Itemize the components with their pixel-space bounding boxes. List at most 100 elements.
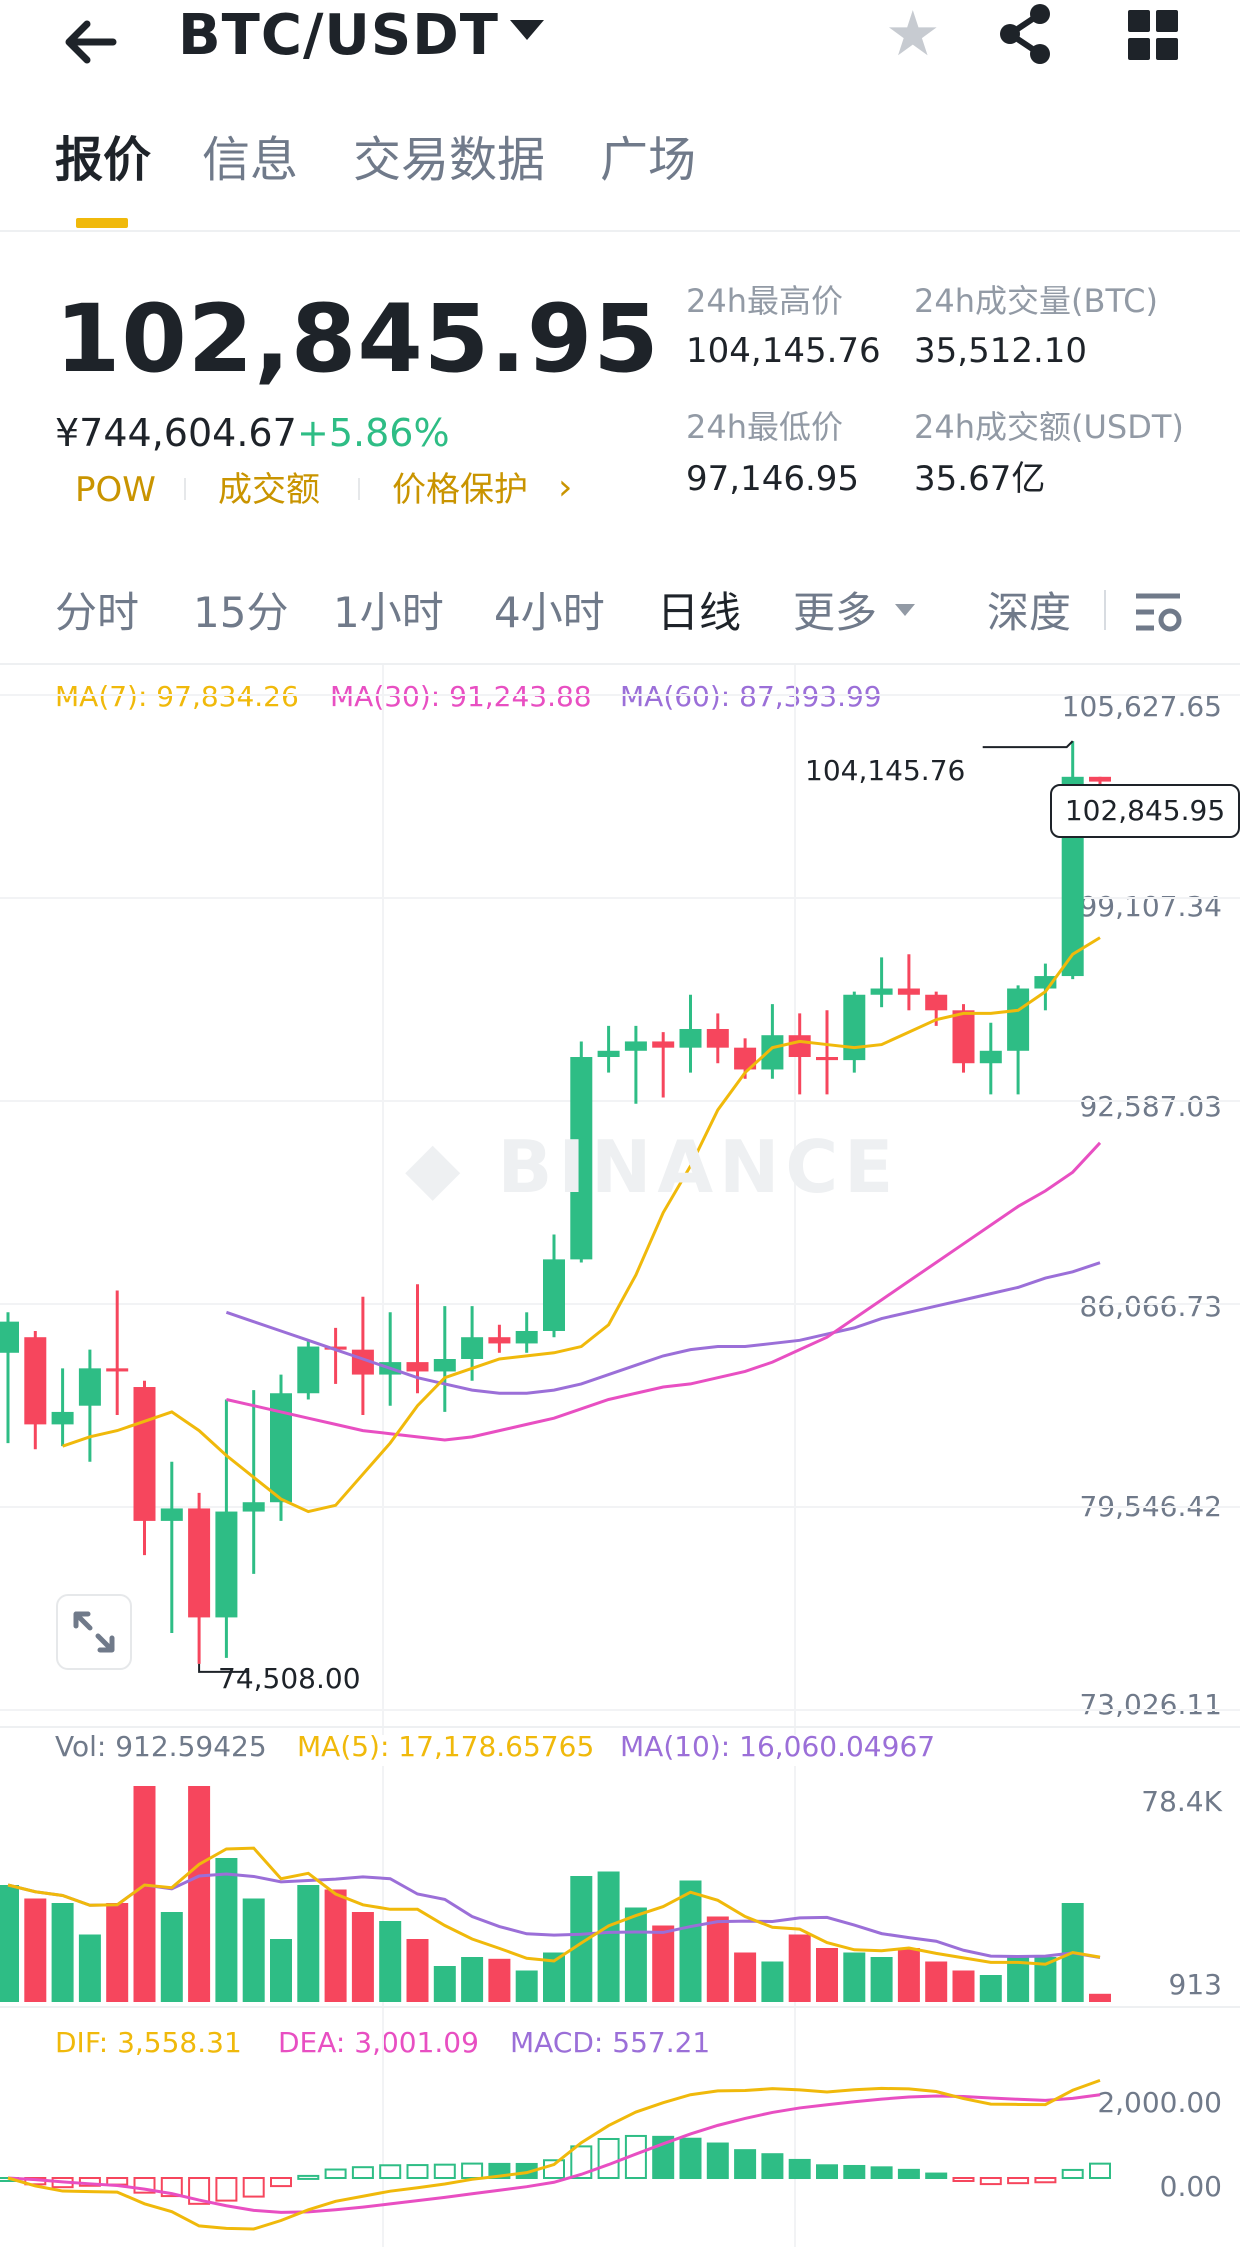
top-bar: BTC/USDT ★ bbox=[0, 0, 1240, 90]
volume-bar bbox=[570, 1876, 593, 2002]
interval-depth[interactable]: 深度 bbox=[987, 588, 1072, 637]
volume-axis-label: 913 bbox=[1168, 1968, 1222, 2001]
chart-settings-icon[interactable] bbox=[1134, 588, 1184, 638]
interval-4h[interactable]: 4小时 bbox=[494, 588, 605, 637]
macd-histogram-bar bbox=[324, 2168, 347, 2180]
interval-divider bbox=[1104, 590, 1106, 630]
macd-histogram-bar bbox=[597, 2137, 620, 2179]
volume-bar bbox=[897, 1948, 920, 2002]
volume-ma10-legend: MA(10): 16,060.04967 bbox=[620, 1730, 936, 1763]
volume-bar bbox=[433, 1966, 456, 2002]
tab-info[interactable]: 信息 bbox=[202, 132, 299, 188]
tab-quote[interactable]: 报价 bbox=[55, 132, 152, 188]
chevron-right-icon[interactable]: › bbox=[558, 467, 573, 508]
volume-bar bbox=[788, 1934, 811, 2002]
volume-bar bbox=[679, 1880, 702, 2002]
volume-bar bbox=[734, 1952, 757, 2002]
volume-bar bbox=[1034, 1957, 1057, 2002]
macd-chart bbox=[0, 2008, 1111, 2247]
volume-bar bbox=[270, 1939, 292, 2002]
dif-line bbox=[7, 2078, 1101, 2231]
volume-bar bbox=[351, 1912, 374, 2002]
tag-pow[interactable]: POW bbox=[75, 470, 156, 510]
candle-body bbox=[242, 1502, 265, 1512]
tag-price-protection[interactable]: 价格保护 bbox=[392, 470, 528, 510]
candle-body bbox=[515, 1330, 538, 1344]
section-tabs: 报价 信息 交易数据 广场 bbox=[0, 120, 1240, 232]
candle-body bbox=[925, 994, 948, 1011]
candle-body bbox=[897, 988, 920, 995]
candle-body bbox=[160, 1508, 183, 1521]
candle-body bbox=[543, 1259, 565, 1331]
volume-bar bbox=[215, 1858, 238, 2002]
volume-ma10-line bbox=[7, 1872, 1101, 1960]
share-icon[interactable] bbox=[990, 0, 1060, 70]
price-change-percent: +5.86% bbox=[297, 411, 450, 455]
interval-more[interactable]: 更多 bbox=[793, 588, 878, 637]
candle-body bbox=[788, 1035, 811, 1058]
candle-body bbox=[761, 1035, 784, 1070]
candle-body bbox=[1089, 776, 1111, 782]
price-axis-label: 86,066.73 bbox=[1079, 1290, 1222, 1323]
volume-bar bbox=[952, 1970, 975, 2002]
interval-timeshare[interactable]: 分时 bbox=[55, 588, 140, 637]
tag-turnover[interactable]: 成交额 bbox=[218, 470, 320, 510]
ma60-legend: MA(60): 87,393.99 bbox=[620, 680, 882, 713]
volume-bar bbox=[78, 1934, 101, 2002]
volume-bar bbox=[297, 1885, 320, 2002]
candle-body bbox=[597, 1050, 620, 1058]
trading-pair-title[interactable]: BTC/USDT bbox=[178, 3, 499, 68]
active-tab-indicator bbox=[76, 218, 128, 228]
interval-1h[interactable]: 1小时 bbox=[333, 588, 444, 637]
interval-15m[interactable]: 15分 bbox=[193, 588, 289, 637]
candle-body bbox=[297, 1346, 320, 1394]
volume-ma5-legend: MA(5): 17,178.65765 bbox=[297, 1730, 595, 1763]
expand-chart-button[interactable] bbox=[56, 1594, 132, 1670]
volume-bar bbox=[652, 1925, 675, 2002]
low-leader-line bbox=[198, 1663, 250, 1673]
volume-bar bbox=[160, 1912, 183, 2002]
candle-body bbox=[188, 1508, 211, 1618]
volume-bar bbox=[1089, 1993, 1111, 2002]
macd-histogram-bar bbox=[406, 2164, 429, 2179]
macd-histogram-bar bbox=[297, 2174, 320, 2180]
macd-histogram-bar bbox=[870, 2166, 893, 2180]
tab-square[interactable]: 广场 bbox=[600, 132, 697, 188]
interval-daily[interactable]: 日线 bbox=[657, 588, 742, 637]
low-label: 24h最低价 bbox=[686, 408, 844, 446]
dif-legend: DIF: 3,558.31 bbox=[55, 2026, 242, 2059]
volume-bar bbox=[706, 1916, 729, 2002]
volume-usdt-label: 24h成交额(USDT) bbox=[914, 408, 1184, 446]
volume-bar bbox=[597, 1871, 620, 2002]
volume-bar bbox=[488, 1958, 511, 2002]
high-annotation: 104,145.76 bbox=[805, 754, 966, 787]
macd-histogram-bar bbox=[1034, 2177, 1057, 2184]
volume-bar bbox=[0, 1885, 19, 2002]
macd-histogram-bar bbox=[1089, 2162, 1111, 2179]
macd-histogram-bar bbox=[1007, 2177, 1030, 2185]
candle-body bbox=[133, 1387, 156, 1521]
star-icon[interactable]: ★ bbox=[885, 0, 941, 70]
caret-down-icon[interactable] bbox=[510, 20, 544, 40]
volume-axis-label: 78.4K bbox=[1141, 1785, 1222, 1818]
tab-trading-data[interactable]: 交易数据 bbox=[353, 132, 546, 188]
candle-body bbox=[816, 1057, 838, 1061]
candle-body bbox=[870, 988, 893, 995]
volume-chart bbox=[0, 1766, 1111, 2006]
macd-histogram-bar bbox=[788, 2158, 811, 2179]
more-caret-icon[interactable] bbox=[895, 604, 915, 616]
ma7-legend: MA(7): 97,834.26 bbox=[55, 680, 299, 713]
expand-icon bbox=[73, 1611, 115, 1653]
candle-body bbox=[952, 1010, 975, 1064]
macd-histogram-bar bbox=[351, 2166, 374, 2180]
back-arrow-icon[interactable] bbox=[55, 8, 125, 78]
volume-bar bbox=[870, 1957, 893, 2002]
macd-histogram-bar bbox=[761, 2153, 784, 2179]
candle-body bbox=[406, 1362, 429, 1372]
volume-bar bbox=[843, 1952, 866, 2002]
candle-body bbox=[433, 1359, 456, 1372]
grid-menu-icon[interactable] bbox=[1128, 10, 1178, 60]
candle-body bbox=[461, 1337, 484, 1360]
macd-histogram-bar bbox=[1061, 2168, 1084, 2179]
low-annotation: 74,508.00 bbox=[218, 1662, 361, 1695]
